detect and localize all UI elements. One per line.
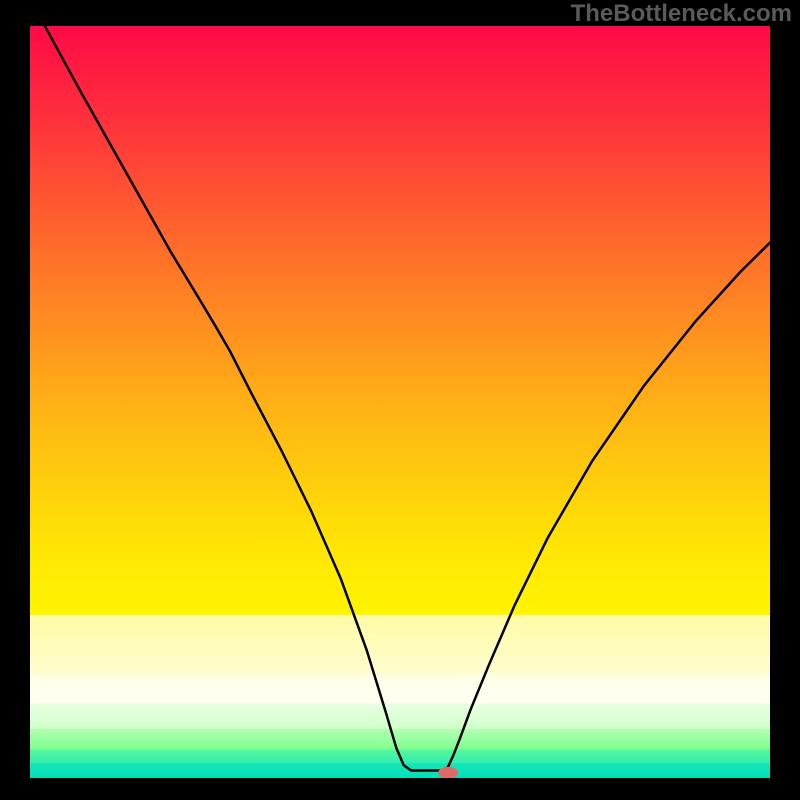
attribution-text: TheBottleneck.com <box>571 0 792 28</box>
plot-area <box>30 26 770 778</box>
chart-container: TheBottleneck.com <box>0 0 800 800</box>
chart-svg <box>30 26 770 778</box>
gradient-background <box>30 26 770 778</box>
